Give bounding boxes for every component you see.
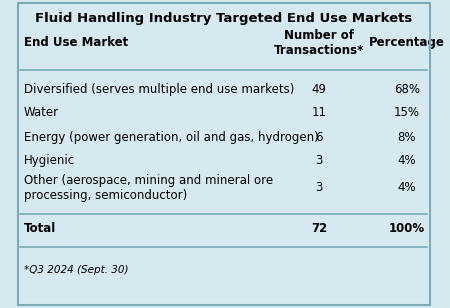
Text: 3: 3 [315,181,323,194]
Text: Percentage: Percentage [369,36,445,49]
Text: Diversified (serves multiple end use markets): Diversified (serves multiple end use mar… [24,83,294,96]
Text: 11: 11 [312,106,327,119]
Text: Total: Total [24,222,56,235]
Text: 72: 72 [311,222,328,235]
Text: Other (aerospace, mining and mineral ore
processing, semiconductor): Other (aerospace, mining and mineral ore… [24,174,273,201]
Text: End Use Market: End Use Market [24,36,128,49]
Text: 68%: 68% [394,83,420,96]
Text: Hygienic: Hygienic [24,154,75,167]
Text: Energy (power generation, oil and gas, hydrogen): Energy (power generation, oil and gas, h… [24,131,319,144]
Text: 8%: 8% [397,131,416,144]
Text: 6: 6 [315,131,323,144]
Text: 15%: 15% [394,106,420,119]
Text: *Q3 2024 (Sept. 30): *Q3 2024 (Sept. 30) [24,265,128,275]
Text: 4%: 4% [397,154,416,167]
Text: Fluid Handling Industry Targeted End Use Markets: Fluid Handling Industry Targeted End Use… [35,12,412,25]
Text: 100%: 100% [389,222,425,235]
Text: 49: 49 [312,83,327,96]
Text: Number of
Transactions*: Number of Transactions* [274,29,365,57]
Text: 4%: 4% [397,181,416,194]
Text: 3: 3 [315,154,323,167]
Text: Water: Water [24,106,59,119]
